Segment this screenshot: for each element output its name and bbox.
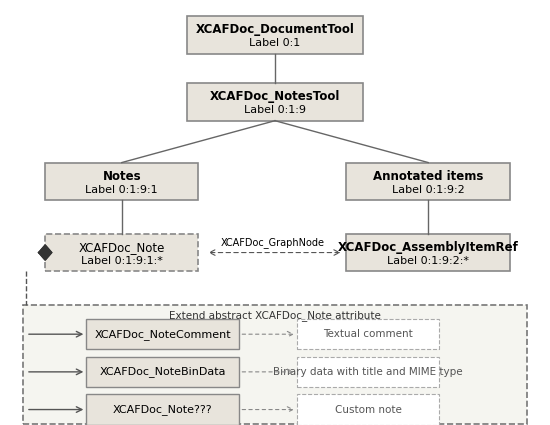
Text: Notes: Notes xyxy=(102,170,141,183)
FancyBboxPatch shape xyxy=(188,83,362,121)
Polygon shape xyxy=(39,245,52,260)
Text: Annotated items: Annotated items xyxy=(373,170,483,183)
FancyBboxPatch shape xyxy=(86,357,239,387)
Text: XCAFDoc_AssemblyItemRef: XCAFDoc_AssemblyItemRef xyxy=(338,241,519,254)
Text: XCAFDoc_NoteBinData: XCAFDoc_NoteBinData xyxy=(100,366,226,377)
FancyBboxPatch shape xyxy=(45,162,199,200)
Text: XCAFDoc_GraphNode: XCAFDoc_GraphNode xyxy=(220,237,324,247)
FancyBboxPatch shape xyxy=(23,305,527,424)
Text: Textual comment: Textual comment xyxy=(323,329,413,339)
Text: Label 0:1: Label 0:1 xyxy=(249,38,301,48)
Text: Binary data with title and MIME type: Binary data with title and MIME type xyxy=(273,367,463,377)
Text: XCAFDoc_Note???: XCAFDoc_Note??? xyxy=(113,404,213,415)
Text: XCAFDoc_Note: XCAFDoc_Note xyxy=(79,241,165,254)
FancyBboxPatch shape xyxy=(346,162,510,200)
Text: XCAFDoc_DocumentTool: XCAFDoc_DocumentTool xyxy=(196,23,354,37)
FancyBboxPatch shape xyxy=(297,357,439,387)
Text: Label 0:1:9:2:*: Label 0:1:9:2:* xyxy=(387,256,469,266)
Text: Custom note: Custom note xyxy=(334,405,402,414)
FancyBboxPatch shape xyxy=(86,394,239,425)
FancyBboxPatch shape xyxy=(346,234,510,272)
FancyBboxPatch shape xyxy=(297,319,439,349)
FancyBboxPatch shape xyxy=(188,16,362,54)
Text: Label 0:1:9:2: Label 0:1:9:2 xyxy=(392,185,465,195)
Text: XCAFDoc_NoteComment: XCAFDoc_NoteComment xyxy=(95,329,231,340)
FancyBboxPatch shape xyxy=(45,234,199,272)
Text: Label 0:1:9:1:*: Label 0:1:9:1:* xyxy=(81,256,163,266)
Text: Extend abstract XCAFDoc_Note attribute: Extend abstract XCAFDoc_Note attribute xyxy=(169,310,381,321)
Text: Label 0:1:9:1: Label 0:1:9:1 xyxy=(85,185,158,195)
FancyBboxPatch shape xyxy=(297,394,439,425)
Text: XCAFDoc_NotesTool: XCAFDoc_NotesTool xyxy=(210,91,340,103)
Text: Label 0:1:9: Label 0:1:9 xyxy=(244,105,306,115)
FancyBboxPatch shape xyxy=(86,319,239,349)
